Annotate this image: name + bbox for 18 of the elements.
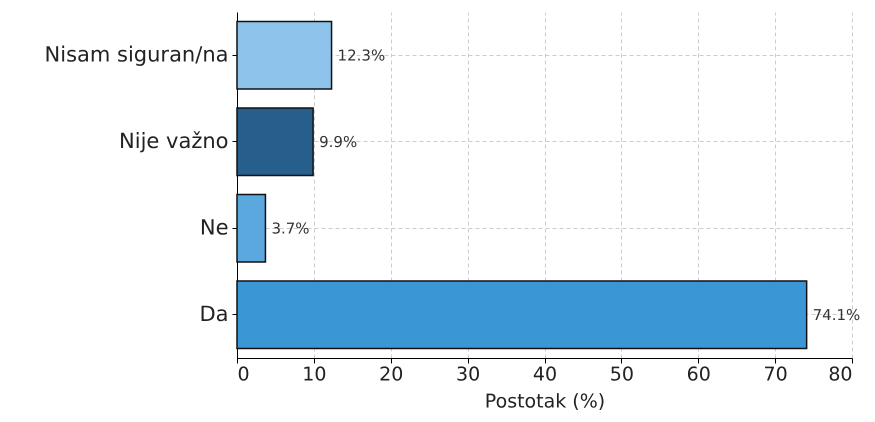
data-label: 9.9% <box>319 132 358 151</box>
x-tick-label: 10 <box>302 364 326 386</box>
x-tick-label: 60 <box>686 364 711 386</box>
data-label: 74.1% <box>812 306 860 324</box>
y-tick-label: Nisam siguran/na <box>44 42 228 66</box>
y-tick-label: Da <box>199 302 228 326</box>
x-tick-label: 80 <box>828 364 852 386</box>
x-tick-label: 50 <box>610 364 634 386</box>
x-tick-label: 20 <box>379 364 404 386</box>
y-tick-label: Nije važno <box>119 128 228 153</box>
data-label: 12.3% <box>338 46 386 64</box>
x-tick-label: 0 <box>238 364 250 386</box>
x-tick-label: 30 <box>456 364 480 386</box>
x-tick-label: 70 <box>764 364 788 386</box>
x-axis-title: Postotak (%) <box>484 390 606 412</box>
data-label: 3.7% <box>271 219 310 238</box>
y-tick-label: Ne <box>200 215 228 240</box>
x-tick-label: 40 <box>532 364 558 386</box>
